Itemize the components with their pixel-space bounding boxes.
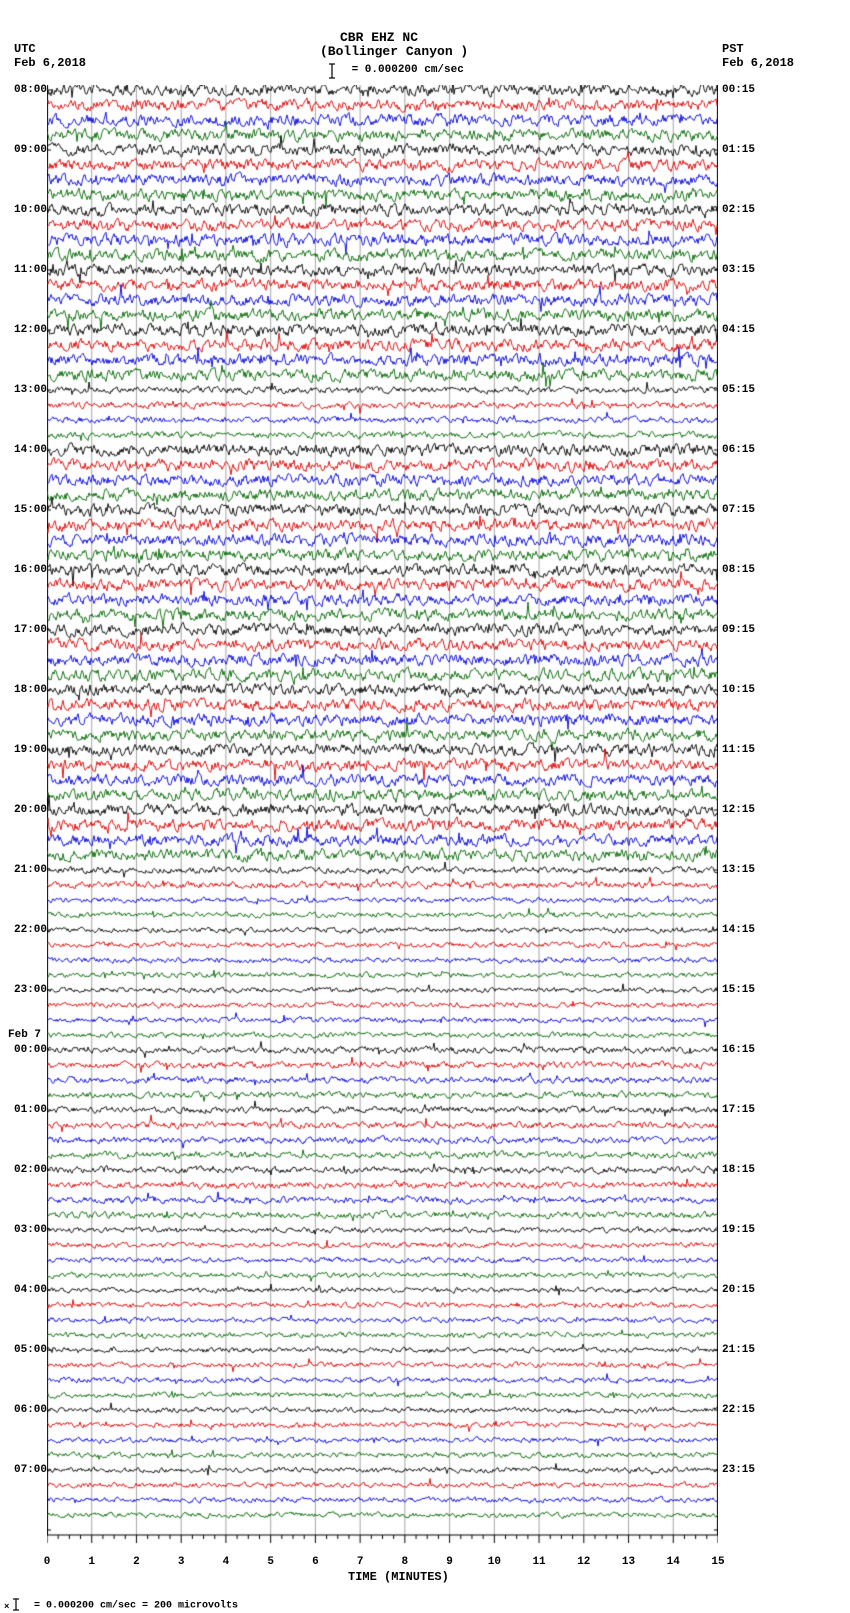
utc-date: Feb 6,2018 bbox=[14, 56, 86, 70]
right-time-label: 16:15 bbox=[722, 1044, 755, 1056]
day-break-label: Feb 7 bbox=[8, 1029, 41, 1041]
left-time-label: 02:00 bbox=[14, 1164, 44, 1176]
x-tick-label: 9 bbox=[440, 1556, 460, 1568]
title-location: (Bollinger Canyon ) bbox=[320, 44, 468, 59]
x-tick-label: 15 bbox=[708, 1556, 728, 1568]
left-time-label: 08:00 bbox=[14, 84, 44, 96]
right-time-label: 12:15 bbox=[722, 804, 755, 816]
left-time-label: 16:00 bbox=[14, 564, 44, 576]
right-time-label: 09:15 bbox=[722, 624, 755, 636]
x-tick-label: 3 bbox=[171, 1556, 191, 1568]
x-tick-label: 11 bbox=[529, 1556, 549, 1568]
right-time-label: 11:15 bbox=[722, 744, 755, 756]
pst-label: PST bbox=[722, 42, 744, 56]
left-time-label: 19:00 bbox=[14, 744, 44, 756]
left-time-label: 10:00 bbox=[14, 204, 44, 216]
right-time-label: 23:15 bbox=[722, 1464, 755, 1476]
left-time-label: 06:00 bbox=[14, 1404, 44, 1416]
right-time-label: 06:15 bbox=[722, 444, 755, 456]
right-time-label: 10:15 bbox=[722, 684, 755, 696]
left-time-label: 17:00 bbox=[14, 624, 44, 636]
right-time-label: 03:15 bbox=[722, 264, 755, 276]
x-tick-label: 12 bbox=[574, 1556, 594, 1568]
left-time-label: 22:00 bbox=[14, 924, 44, 936]
x-tick-label: 5 bbox=[261, 1556, 281, 1568]
left-time-label: 11:00 bbox=[14, 264, 44, 276]
pst-date: Feb 6,2018 bbox=[722, 56, 794, 70]
left-time-label: 21:00 bbox=[14, 864, 44, 876]
left-time-label: 15:00 bbox=[14, 504, 44, 516]
x-tick-label: 10 bbox=[484, 1556, 504, 1568]
left-time-label: 12:00 bbox=[14, 324, 44, 336]
x-tick-label: 14 bbox=[663, 1556, 683, 1568]
left-time-label: 03:00 bbox=[14, 1224, 44, 1236]
left-time-label: 09:00 bbox=[14, 144, 44, 156]
right-time-label: 18:15 bbox=[722, 1164, 755, 1176]
svg-text:×: × bbox=[4, 1602, 9, 1612]
right-time-label: 22:15 bbox=[722, 1404, 755, 1416]
left-time-label: 00:00 bbox=[14, 1044, 44, 1056]
right-time-label: 17:15 bbox=[722, 1104, 755, 1116]
left-time-label: 04:00 bbox=[14, 1284, 44, 1296]
x-tick-label: 2 bbox=[126, 1556, 146, 1568]
scale-bar: = 0.000200 cm/sec bbox=[327, 62, 586, 86]
seismogram-canvas bbox=[47, 85, 718, 1555]
utc-label: UTC bbox=[14, 42, 36, 56]
x-tick-label: 8 bbox=[395, 1556, 415, 1568]
left-time-label: 01:00 bbox=[14, 1104, 44, 1116]
title-station: CBR EHZ NC bbox=[340, 30, 418, 45]
right-time-label: 04:15 bbox=[722, 324, 755, 336]
right-time-label: 08:15 bbox=[722, 564, 755, 576]
right-time-label: 15:15 bbox=[722, 984, 755, 996]
right-time-label: 20:15 bbox=[722, 1284, 755, 1296]
x-tick-label: 4 bbox=[216, 1556, 236, 1568]
right-time-label: 05:15 bbox=[722, 384, 755, 396]
x-tick-label: 13 bbox=[619, 1556, 639, 1568]
right-time-label: 02:15 bbox=[722, 204, 755, 216]
right-time-label: 13:15 bbox=[722, 864, 755, 876]
left-time-label: 20:00 bbox=[14, 804, 44, 816]
right-time-label: 21:15 bbox=[722, 1344, 755, 1356]
footer-scale: × = 0.000200 cm/sec = 200 microvolts bbox=[4, 1598, 238, 1612]
x-tick-label: 0 bbox=[37, 1556, 57, 1568]
x-tick-label: 6 bbox=[305, 1556, 325, 1568]
right-time-label: 19:15 bbox=[722, 1224, 755, 1236]
left-time-label: 05:00 bbox=[14, 1344, 44, 1356]
right-time-label: 07:15 bbox=[722, 504, 755, 516]
left-time-label: 23:00 bbox=[14, 984, 44, 996]
right-time-label: 00:15 bbox=[722, 84, 755, 96]
x-tick-label: 1 bbox=[82, 1556, 102, 1568]
left-time-label: 07:00 bbox=[14, 1464, 44, 1476]
left-time-label: 14:00 bbox=[14, 444, 44, 456]
left-time-label: 18:00 bbox=[14, 684, 44, 696]
scale-label: = 0.000200 cm/sec bbox=[352, 64, 464, 76]
right-time-label: 14:15 bbox=[722, 924, 755, 936]
x-axis-title: TIME (MINUTES) bbox=[348, 1570, 449, 1584]
right-time-label: 01:15 bbox=[722, 144, 755, 156]
left-time-label: 13:00 bbox=[14, 384, 44, 396]
x-tick-label: 7 bbox=[350, 1556, 370, 1568]
footer-text: = 0.000200 cm/sec = 200 microvolts bbox=[34, 1601, 238, 1612]
